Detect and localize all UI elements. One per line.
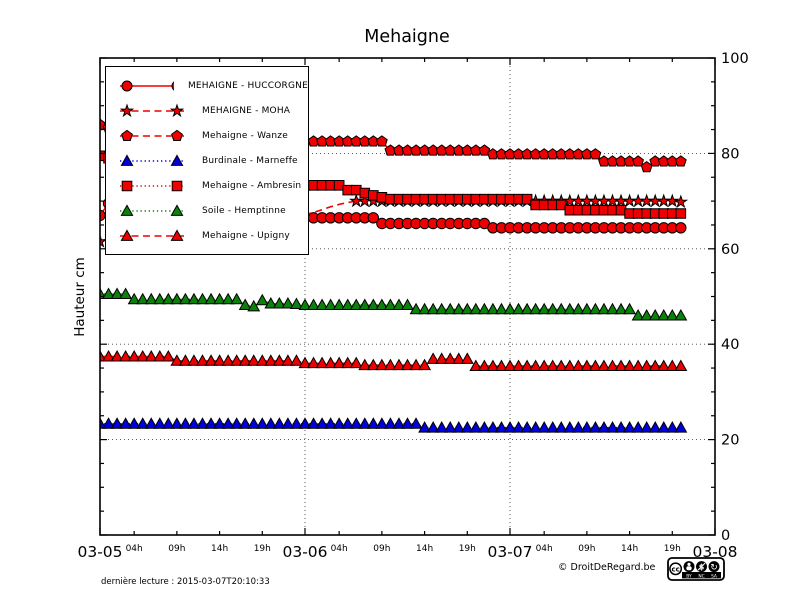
x-minor-label: 09h (578, 544, 595, 554)
cc-license-badge: cc $ ↻ BY NC SA (667, 557, 725, 581)
legend-label: MEHAIGNE - MOHA (202, 105, 291, 116)
x-major-label: 03-07 (487, 543, 532, 561)
legend-sample-triangle-icon (120, 203, 184, 216)
y-tick-label: 60 (721, 242, 739, 258)
cc-badge-strip (682, 572, 721, 579)
y-axis-label: Hauteur cm (72, 257, 88, 337)
by-icon (683, 561, 695, 573)
legend-sample-triangle-icon (120, 153, 184, 166)
x-minor-label: 19h (664, 544, 681, 554)
copyright-text: © DroitDeRegard.be (558, 562, 656, 573)
series-burdinale-marneffe (100, 417, 688, 433)
x-major-label: 03-08 (692, 543, 737, 561)
legend-label: Soile - Hemptinne (202, 205, 286, 216)
tick-labels: 03-05 03-06 03-07 03-08 04h 09h 14h 19h 04h 09h 14… (77, 51, 748, 561)
legend-sample-star-icon (119, 102, 185, 117)
x-minor-label: 04h (331, 544, 348, 554)
legend-label: MEHAIGNE - HUCCORGNE (187, 80, 308, 91)
x-minor-label: 04h (126, 544, 143, 554)
legend-item: MEHAIGNE - HUCCORGNE (116, 77, 308, 95)
x-minor-label: 09h (373, 544, 390, 554)
legend-item: Mehaigne - Upigny (116, 227, 308, 245)
legend-box: MEHAIGNE - HUCCORGNE MEHAIGNE - MOHA Mehai… (105, 66, 309, 255)
legend-sample-circle-icon (120, 80, 174, 91)
legend-item: Mehaigne - Ambresin (116, 177, 308, 195)
cc-icon: cc (669, 562, 683, 576)
gridlines (100, 58, 715, 535)
nc-label: NC (698, 574, 704, 580)
sa-icon: ↻ (708, 561, 720, 573)
y-tick-label: 20 (721, 433, 739, 449)
x-minor-label: 19h (459, 544, 476, 554)
legend-sample-triangle-icon (120, 228, 184, 241)
axis-ticks (99, 57, 716, 536)
series-markers (100, 287, 688, 321)
y-tick-label: 0 (721, 528, 730, 544)
footer-notes: dernière lecture : 2015-03-07T20:10:33 d… (101, 556, 270, 600)
y-tick-label: 80 (721, 146, 739, 162)
x-minor-label: 19h (254, 544, 271, 554)
legend-label: Burdinale - Marneffe (202, 155, 298, 166)
by-label: BY (686, 574, 692, 580)
legend-item: Burdinale - Marneffe (116, 152, 308, 170)
series-markers (100, 417, 688, 433)
x-minor-label: 09h (168, 544, 185, 554)
legend-label: Mehaigne - Ambresin (202, 180, 302, 191)
svg-text:↻: ↻ (710, 563, 718, 573)
sa-label: SA (711, 574, 717, 580)
svg-text:cc: cc (671, 565, 679, 573)
x-minor-label: 14h (211, 544, 228, 554)
x-minor-label: 14h (416, 544, 433, 554)
x-minor-label: 14h (621, 544, 638, 554)
legend-label: Mehaigne - Upigny (202, 230, 290, 241)
legend-label: Mehaigne - Wanze (202, 130, 288, 141)
chart-title: Mehaigne (364, 27, 450, 47)
x-major-label: 03-06 (282, 543, 327, 561)
legend-sample-pentagon-icon (120, 129, 184, 141)
nc-icon: $ (696, 561, 707, 573)
x-major-label: 03-05 (77, 543, 122, 561)
x-minor-label: 04h (536, 544, 553, 554)
series-markers (100, 349, 688, 372)
series-soile-hemptinne (100, 287, 688, 321)
y-tick-label: 100 (721, 51, 749, 67)
legend-item: Soile - Hemptinne (116, 202, 308, 220)
y-tick-label: 40 (721, 337, 739, 353)
legend-sample-square-icon (120, 180, 184, 191)
last-read-text: dernière lecture : 2015-03-07T20:10:33 (101, 577, 270, 587)
legend-item: Mehaigne - Wanze (116, 127, 308, 145)
series-mehaigne-upigny (100, 349, 688, 372)
legend-item: MEHAIGNE - MOHA (116, 102, 308, 120)
